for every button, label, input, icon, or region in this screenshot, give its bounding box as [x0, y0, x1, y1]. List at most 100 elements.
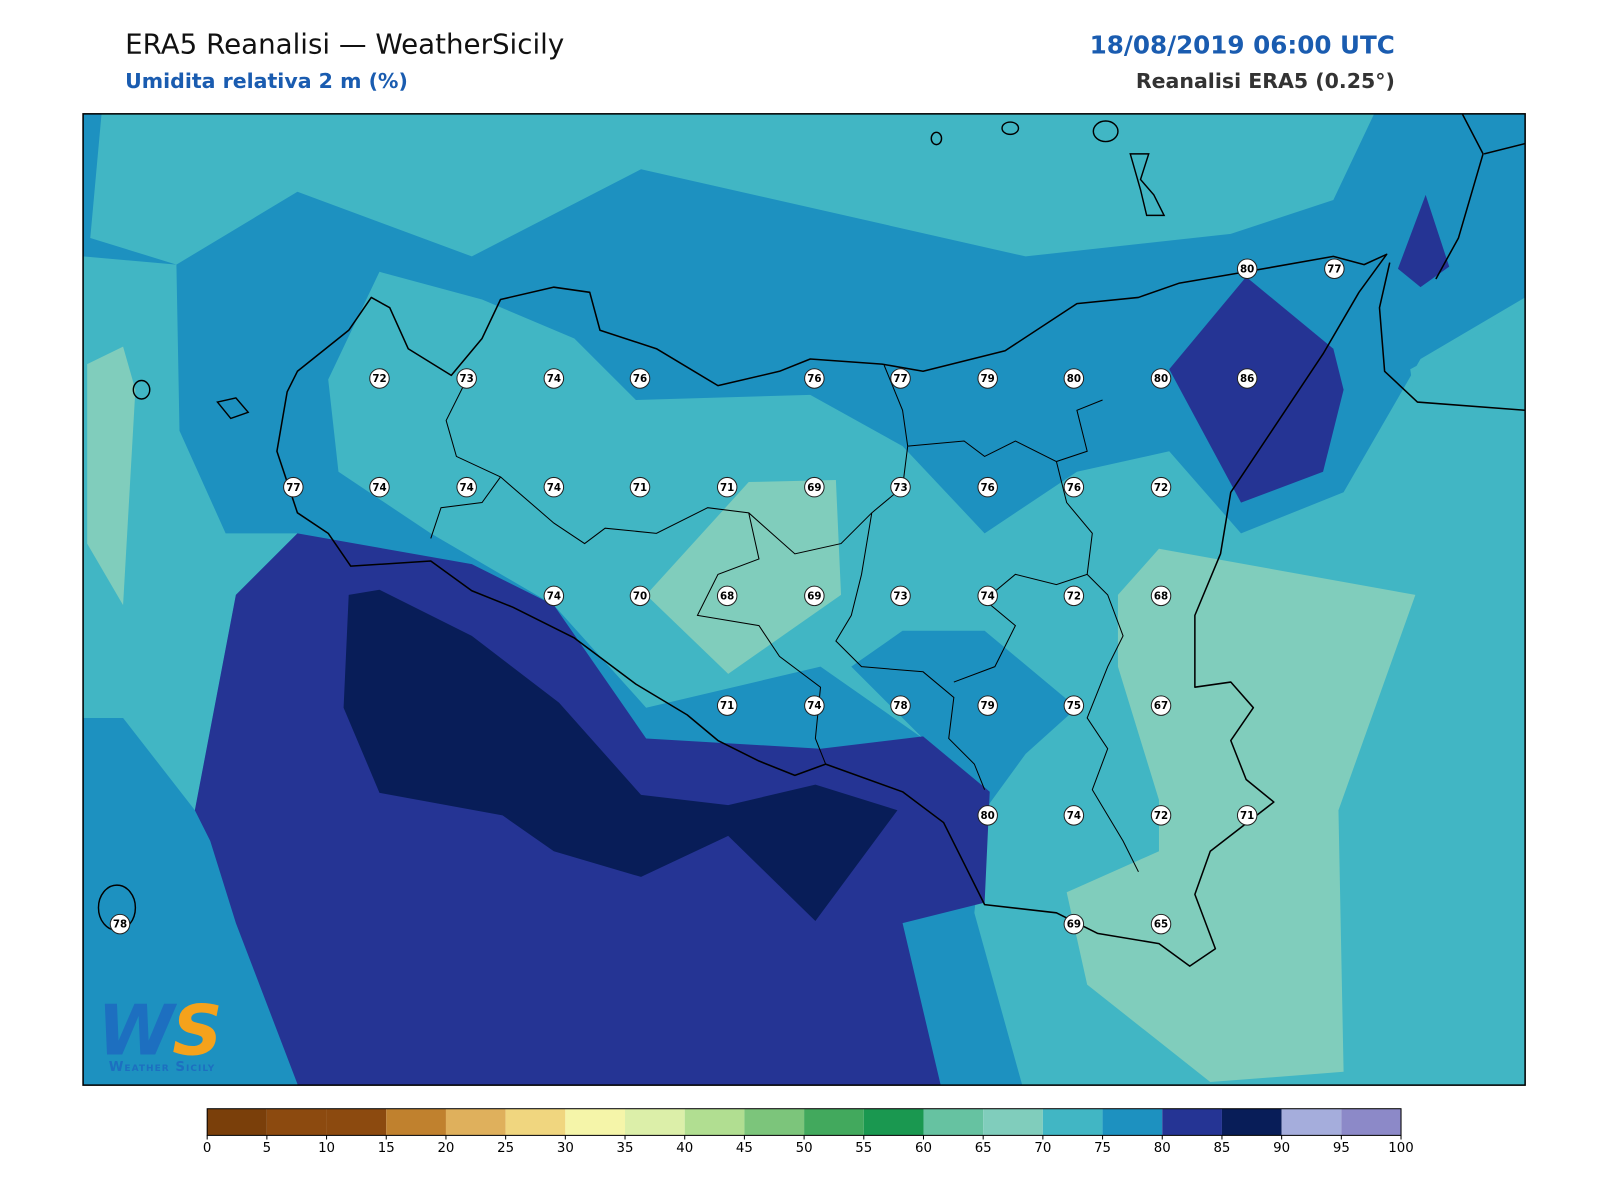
province-border [430, 364, 1139, 873]
station-marker [629, 368, 651, 389]
title: ERA5 Reanalisi — WeatherSicily [125, 27, 564, 60]
island [216, 397, 250, 420]
colorbar-segment [1281, 1108, 1342, 1136]
station-value: 74 [547, 482, 561, 494]
colorbar-segment [804, 1108, 864, 1136]
colorbar-segment [1221, 1108, 1282, 1136]
colorbar-segment [863, 1108, 924, 1136]
station-marker [977, 585, 998, 607]
station-value: 77 [893, 373, 907, 385]
colorbar-segment [207, 1108, 267, 1136]
colorbar-tick-label: 10 [318, 1141, 335, 1156]
station-marker [890, 476, 911, 498]
colorbar-tick-label: 35 [617, 1141, 634, 1156]
humidity-field: 80 77 72 73 74 76 76 77 79 80 80 86 77 74 74 74 71 71 69 73… [83, 113, 1526, 1086]
station-marker [456, 368, 477, 389]
station-value: 79 [981, 700, 995, 712]
station-value: 77 [1327, 263, 1341, 275]
island [132, 379, 151, 400]
station-marker [1236, 258, 1258, 279]
station-marker [543, 368, 565, 389]
station-value: 72 [1154, 482, 1168, 494]
station-marker [1150, 695, 1172, 716]
colorbar-tick-label: 0 [203, 1141, 211, 1156]
station-value: 76 [633, 373, 647, 385]
colorbar-tick-label: 55 [855, 1141, 872, 1156]
colorbar-segment [923, 1108, 984, 1136]
station-value: 79 [981, 373, 995, 385]
station-marker [1150, 368, 1172, 389]
station-value: 76 [981, 482, 995, 494]
station-marker [456, 476, 477, 498]
station-value: 78 [113, 919, 127, 931]
station-value: 80 [1240, 263, 1254, 275]
colorbar: 0 5 10 15 20 25 30 35 40 45 50 55 60 65 70 75 80 85 90 95 10… [203, 1108, 1414, 1156]
station-marker [283, 476, 304, 498]
colorbar-tick-label: 70 [1034, 1141, 1051, 1156]
station-value: 69 [807, 590, 821, 602]
field-band [83, 256, 298, 811]
coastline [276, 253, 1388, 967]
station-marker [716, 695, 738, 716]
logo: W S Weather Sicily [97, 990, 222, 1074]
station-value: 74 [1067, 810, 1081, 822]
station-marker [804, 695, 825, 716]
colorbar-segment [983, 1108, 1043, 1136]
station-value: 74 [460, 482, 474, 494]
island [1129, 153, 1166, 217]
station-value: 71 [720, 700, 734, 712]
colorbar-segment [1102, 1108, 1163, 1136]
station-value: 75 [1067, 700, 1081, 712]
colorbar-tick-label: 20 [437, 1141, 454, 1156]
station-marker [977, 368, 998, 389]
station-marker [369, 368, 390, 389]
logo-text: Weather Sicily [109, 1060, 216, 1075]
station-marker [1150, 476, 1172, 498]
field-band [87, 346, 136, 606]
station-value: 80 [1154, 373, 1168, 385]
datetime: 18/08/2019 06:00 UTC [1090, 30, 1395, 59]
field-band [90, 113, 1375, 265]
station-value: 74 [547, 373, 561, 385]
station-marker [890, 695, 911, 716]
station-value: 71 [1240, 810, 1254, 822]
station-value: 73 [893, 482, 907, 494]
logo-letter: S [172, 990, 222, 1071]
station-value: 68 [1154, 590, 1168, 602]
colorbar-segment [684, 1108, 745, 1136]
station-marker [1063, 476, 1085, 498]
station-value: 71 [720, 482, 734, 494]
field-band [1397, 194, 1450, 288]
colorbar-tick-label: 80 [1154, 1141, 1171, 1156]
colorbar-tick-label: 100 [1388, 1141, 1413, 1156]
station-value: 67 [1154, 700, 1168, 712]
station-marker [109, 913, 131, 935]
station-marker [1063, 695, 1085, 716]
station-marker [977, 695, 998, 716]
station-values: 80 77 72 73 74 76 76 77 79 80 80 86 77 74 74 74 71 71 69 73… [109, 258, 1345, 935]
field-band [1410, 307, 1526, 411]
island [930, 131, 943, 146]
station-value: 69 [807, 482, 821, 494]
island [1001, 121, 1020, 136]
station-marker [1063, 585, 1085, 607]
station-value: 68 [720, 590, 734, 602]
station-marker [1150, 585, 1172, 607]
logo-letter: W [97, 990, 177, 1071]
station-value: 70 [633, 590, 647, 602]
station-value: 74 [547, 590, 561, 602]
colorbar-tick-label: 45 [736, 1141, 753, 1156]
island [1092, 120, 1119, 143]
station-marker [543, 476, 565, 498]
colorbar-tick-label: 30 [557, 1141, 574, 1156]
colorbar-tick-label: 65 [975, 1141, 992, 1156]
colorbar-tick-label: 75 [1094, 1141, 1111, 1156]
colorbar-segment [744, 1108, 805, 1136]
station-marker [716, 476, 738, 498]
station-marker [977, 805, 998, 826]
plot-frame [82, 113, 1526, 1086]
station-value: 86 [1240, 373, 1254, 385]
colorbar-tick-label: 60 [915, 1141, 932, 1156]
